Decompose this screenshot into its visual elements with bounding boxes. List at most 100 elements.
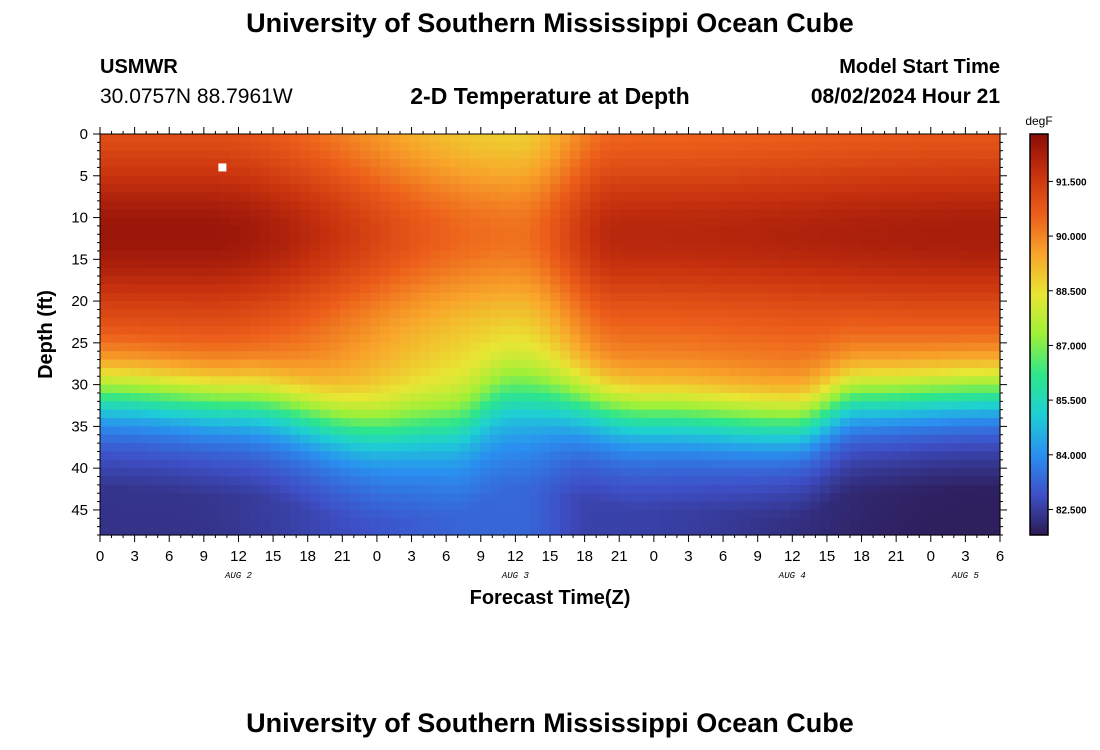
heatmap-cell xyxy=(340,317,351,327)
heatmap-cell xyxy=(240,468,251,478)
heatmap-cell xyxy=(900,292,911,302)
heatmap-cell xyxy=(230,225,241,235)
heatmap-cell xyxy=(650,526,661,536)
heatmap-cell xyxy=(320,426,331,436)
heatmap-cell xyxy=(970,376,981,386)
heatmap-cell xyxy=(940,401,951,411)
heatmap-cell xyxy=(450,259,461,269)
heatmap-cell xyxy=(200,326,211,336)
heatmap-cell xyxy=(560,401,571,411)
heatmap-cell xyxy=(450,451,461,461)
heatmap-cell xyxy=(790,259,801,269)
heatmap-cell xyxy=(180,526,191,536)
heatmap-cell xyxy=(330,192,341,202)
heatmap-cell xyxy=(520,259,531,269)
heatmap-cell xyxy=(990,225,1001,235)
heatmap-cell xyxy=(830,526,841,536)
heatmap-cell xyxy=(210,367,221,377)
heatmap-cell xyxy=(590,401,601,411)
heatmap-cell xyxy=(860,225,871,235)
heatmap-cell xyxy=(140,367,151,377)
heatmap-cell xyxy=(970,443,981,453)
heatmap-cell xyxy=(940,259,951,269)
heatmap-cell xyxy=(380,384,391,394)
heatmap-cell xyxy=(700,451,711,461)
heatmap-cell xyxy=(620,167,631,177)
heatmap-cell xyxy=(590,392,601,402)
heatmap-cell xyxy=(370,292,381,302)
heatmap-cell xyxy=(250,309,261,319)
heatmap-cell xyxy=(800,242,811,252)
heatmap-cell xyxy=(690,418,701,427)
heatmap-cell xyxy=(550,518,561,528)
heatmap-cell xyxy=(850,167,861,177)
heatmap-cell xyxy=(210,184,221,194)
heatmap-cell xyxy=(330,267,341,277)
heatmap-cell xyxy=(500,351,511,361)
heatmap-cell xyxy=(230,192,241,202)
heatmap-cell xyxy=(430,459,441,469)
heatmap-cell xyxy=(450,484,461,494)
heatmap-cell xyxy=(680,384,691,394)
heatmap-cell xyxy=(270,518,281,528)
heatmap-cell xyxy=(720,225,731,235)
heatmap-cell xyxy=(730,192,741,202)
heatmap-cell xyxy=(430,150,441,160)
heatmap-cell xyxy=(610,443,621,453)
heatmap-cell xyxy=(970,351,981,361)
heatmap-cell xyxy=(950,200,961,210)
heatmap-cell xyxy=(370,134,381,143)
heatmap-cell xyxy=(560,250,571,260)
heatmap-cell xyxy=(120,150,131,160)
heatmap-cell xyxy=(830,142,841,152)
heatmap-cell xyxy=(710,309,721,319)
heatmap-cell xyxy=(610,150,621,160)
heatmap-cell xyxy=(410,509,421,519)
heatmap-cell xyxy=(400,134,411,143)
heatmap-cell xyxy=(950,134,961,143)
heatmap-cell xyxy=(770,292,781,302)
heatmap-cell xyxy=(600,150,611,160)
heatmap-cell xyxy=(570,459,581,469)
heatmap-cell xyxy=(810,409,821,419)
heatmap-cell xyxy=(490,142,501,152)
heatmap-cell xyxy=(430,192,441,202)
heatmap-cell xyxy=(450,351,461,361)
heatmap-cell xyxy=(750,301,761,311)
heatmap-cell xyxy=(150,284,161,294)
heatmap-cell xyxy=(520,267,531,277)
heatmap-cell xyxy=(100,175,111,185)
heatmap-cell xyxy=(710,367,721,377)
heatmap-cell xyxy=(490,192,501,202)
heatmap-cell xyxy=(490,376,501,386)
heatmap-cell xyxy=(360,192,371,202)
heatmap-cell xyxy=(780,267,791,277)
heatmap-cell xyxy=(670,484,681,494)
heatmap-cell xyxy=(890,392,901,402)
heatmap-cell xyxy=(430,409,441,419)
heatmap-cell xyxy=(340,326,351,336)
heatmap-cell xyxy=(360,509,371,519)
heatmap-cell xyxy=(620,334,631,344)
heatmap-cell xyxy=(480,292,491,302)
heatmap-cell xyxy=(260,175,271,185)
heatmap-cell xyxy=(260,384,271,394)
heatmap-cell xyxy=(430,501,441,511)
heatmap-cell xyxy=(890,134,901,143)
heatmap-cell xyxy=(410,317,421,327)
heatmap-cell xyxy=(210,484,221,494)
heatmap-cell xyxy=(850,175,861,185)
heatmap-cell xyxy=(760,301,771,311)
heatmap-cell xyxy=(460,259,471,269)
heatmap-cell xyxy=(180,184,191,194)
y-tick-label: 45 xyxy=(71,502,88,519)
heatmap-cell xyxy=(840,301,851,311)
heatmap-cell xyxy=(150,200,161,210)
heatmap-cell xyxy=(860,493,871,503)
heatmap-cell xyxy=(230,301,241,311)
heatmap-cell xyxy=(360,451,371,461)
heatmap-cell xyxy=(640,342,651,352)
heatmap-cell xyxy=(980,418,991,427)
heatmap-cell xyxy=(220,217,231,227)
heatmap-cell xyxy=(630,234,641,244)
